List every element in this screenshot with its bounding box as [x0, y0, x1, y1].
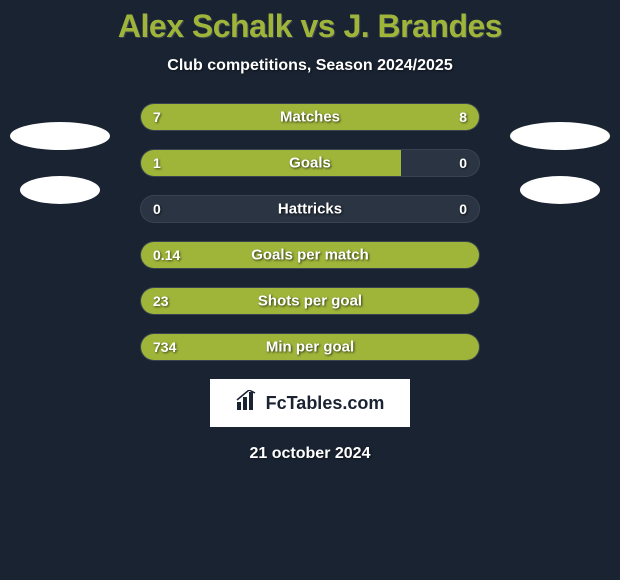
stat-value-right: 8 — [459, 109, 467, 125]
stat-label: Matches — [280, 109, 340, 126]
stat-row: 0.14 Goals per match — [140, 241, 480, 269]
stat-label: Shots per goal — [258, 293, 362, 310]
stat-value-left: 734 — [153, 339, 176, 355]
comparison-title: Alex Schalk vs J. Brandes — [0, 0, 620, 45]
chart-icon — [236, 390, 260, 416]
fctables-logo: FcTables.com — [210, 379, 410, 427]
player-right-badge-1 — [510, 122, 610, 150]
stat-label: Min per goal — [266, 339, 354, 356]
player-left-badge-1 — [10, 122, 110, 150]
stat-value-right: 0 — [459, 155, 467, 171]
stat-row: 734 Min per goal — [140, 333, 480, 361]
stat-row: 1 0 Goals — [140, 149, 480, 177]
player-left-badge-2 — [20, 176, 100, 204]
stat-value-left: 23 — [153, 293, 169, 309]
comparison-subtitle: Club competitions, Season 2024/2025 — [0, 57, 620, 75]
logo-text: FcTables.com — [266, 393, 385, 414]
stat-fill-left — [141, 150, 401, 176]
stat-value-left: 1 — [153, 155, 161, 171]
stat-fill-left — [141, 104, 299, 130]
comparison-date: 21 october 2024 — [0, 445, 620, 463]
stat-row: 7 8 Matches — [140, 103, 480, 131]
stat-row: 0 0 Hattricks — [140, 195, 480, 223]
stat-value-left: 7 — [153, 109, 161, 125]
stat-value-left: 0 — [153, 201, 161, 217]
stat-row: 23 Shots per goal — [140, 287, 480, 315]
stat-label: Hattricks — [278, 201, 342, 218]
stat-label: Goals — [289, 155, 331, 172]
stat-label: Goals per match — [251, 247, 369, 264]
player-right-badge-2 — [520, 176, 600, 204]
stat-value-right: 0 — [459, 201, 467, 217]
stats-container: 7 8 Matches 1 0 Goals 0 0 Hattricks 0.14 Goals per… — [140, 103, 480, 361]
stat-value-left: 0.14 — [153, 247, 180, 263]
